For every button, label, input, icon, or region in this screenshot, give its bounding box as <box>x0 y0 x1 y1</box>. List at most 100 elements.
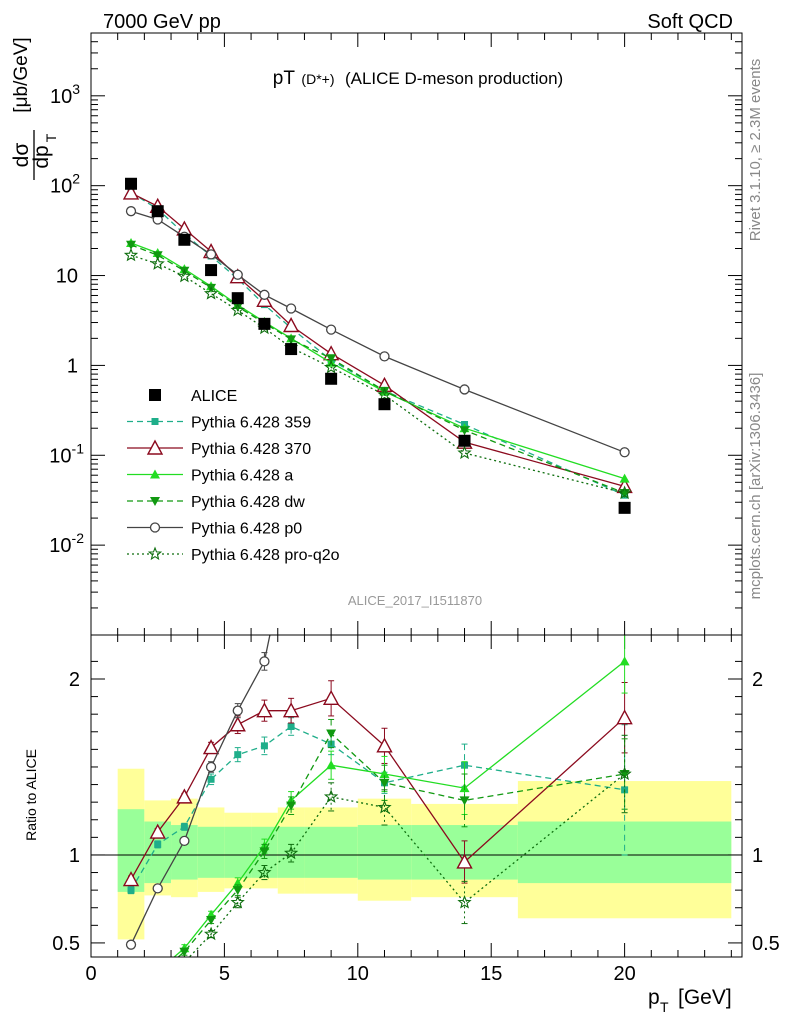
ratio-data-point <box>286 801 297 811</box>
band-inner <box>304 826 358 878</box>
legend-marker <box>147 546 163 561</box>
ratio-data-point <box>620 296 629 305</box>
ratio-data-point <box>125 997 136 1008</box>
data-point <box>617 485 632 500</box>
legend-entry-pythia-6-428-pro-q2o: Pythia 6.428 pro-q2o <box>127 546 340 564</box>
series-pythia-6-428-pro-q2o <box>123 247 632 500</box>
main-plot-title: pT (D*+) (ALICE D-meson production) <box>273 68 563 89</box>
legend-label: Pythia 6.428 359 <box>191 415 311 432</box>
legend-entry-pythia-6-428-dw: Pythia 6.428 dw <box>127 494 305 511</box>
data-point <box>126 240 137 250</box>
ratio-data-point <box>126 990 136 999</box>
data-point <box>282 317 300 333</box>
ratio-data-point <box>326 729 337 739</box>
ratio-data-point <box>203 926 219 941</box>
ratio-data-point <box>380 426 389 435</box>
legend-label: Pythia 6.428 p0 <box>191 521 302 538</box>
legend-label: Pythia 6.428 a <box>191 468 293 485</box>
ratio-data-point <box>459 796 470 806</box>
data-point <box>203 286 219 300</box>
band-inner <box>357 825 412 880</box>
ratio-series-line <box>177 732 625 957</box>
ratio-data-point <box>176 788 193 804</box>
ratio-data-point <box>153 966 163 975</box>
title-pt: pT <box>273 68 296 89</box>
ratio-data-point <box>179 947 190 957</box>
data-point <box>125 177 138 190</box>
legend-marker <box>146 439 164 455</box>
ratio-data-point <box>379 778 390 788</box>
ratio-y-tick-label-right: 2 <box>752 669 763 691</box>
legend-marker <box>150 497 160 506</box>
title-meson: (D*+) <box>301 71 334 87</box>
data-point <box>459 426 470 436</box>
mcplots-source-label: mcplots.cern.ch [arXiv:1306.3436] <box>747 373 764 600</box>
data-point <box>458 434 471 447</box>
series-alice <box>125 177 631 514</box>
band-inner <box>171 825 198 880</box>
analysis-watermark: ALICE_2017_I1511870 <box>348 593 482 608</box>
x-label-units: [GeV] <box>678 986 732 1009</box>
ratio-data-point <box>205 761 217 773</box>
ratio-y-tick-label-left: 0.5 <box>52 933 80 955</box>
ratio-y-tick-label-right: 1 <box>752 845 763 867</box>
main-plot-series <box>122 177 633 514</box>
ratio-data-point <box>259 847 270 857</box>
data-point <box>205 249 217 260</box>
data-point <box>379 386 390 396</box>
main-y-axis-label: dσ dp T [μb/GeV] <box>10 37 59 180</box>
ratio-series-line <box>188 773 626 957</box>
main-plot-frame <box>90 32 743 636</box>
ratio-series-pythia-6-428-370 <box>122 680 633 887</box>
ratio-data-point <box>127 886 135 894</box>
x-label-subscript: T <box>660 999 669 1015</box>
header-category: Soft QCD <box>647 11 733 33</box>
data-point <box>326 354 337 364</box>
ratio-data-point <box>456 853 473 869</box>
data-point <box>379 351 390 362</box>
ratio-data-point <box>234 751 242 759</box>
data-point <box>150 256 165 270</box>
ratio-data-point <box>125 939 137 950</box>
data-point <box>178 233 191 246</box>
band-inner <box>517 821 732 884</box>
ratio-plot-series <box>122 296 633 1008</box>
ratio-series-pythia-6-428-p0 <box>125 296 629 950</box>
data-point <box>378 398 391 411</box>
x-tick-label: 0 <box>85 963 96 985</box>
ratio-data-point <box>619 656 630 666</box>
ratio-data-point <box>149 823 166 839</box>
ratio-data-point <box>230 895 245 909</box>
ratio-data-point <box>326 760 337 770</box>
data-point <box>232 302 243 312</box>
y-tick-label: 10-1 <box>49 440 84 467</box>
ratio-axis-ticks: 0.5 0.51 12 20 5 10 15 20 <box>52 635 780 985</box>
legend-entry-pythia-6-428-370: Pythia 6.428 370 <box>127 439 311 458</box>
ratio-data-point <box>323 789 339 803</box>
ratio-data-point <box>229 716 246 732</box>
ratio-plot-frame <box>90 634 743 958</box>
ratio-data-point <box>376 737 393 753</box>
data-point <box>259 289 270 300</box>
ratio-data-point <box>206 916 217 926</box>
ratio-data-point <box>257 865 272 879</box>
ratio-data-point <box>154 840 162 848</box>
y-label-fraction-top: dσ <box>10 143 33 168</box>
legend-marker <box>150 469 160 479</box>
x-tick-label: 20 <box>613 963 635 985</box>
x-tick-label: 5 <box>219 963 230 985</box>
y-tick-label: 10 <box>56 266 78 288</box>
ratio-y-axis-label: Ratio to ALICE <box>23 749 39 841</box>
y-tick-label: 103 <box>50 81 80 108</box>
ratio-series-pythia-6-428-pro-q2o <box>125 734 632 1008</box>
ratio-y-tick-label-left: 1 <box>69 845 80 867</box>
data-point <box>177 268 192 283</box>
data-point <box>619 447 630 458</box>
ratio-y-tick-label-right: 0.5 <box>752 933 780 955</box>
ratio-data-point <box>183 954 186 957</box>
ratio-data-point <box>282 702 300 718</box>
x-axis-label: p T [GeV] <box>648 986 732 1015</box>
ratio-data-point <box>207 775 215 783</box>
x-label-p: p <box>648 986 660 1009</box>
